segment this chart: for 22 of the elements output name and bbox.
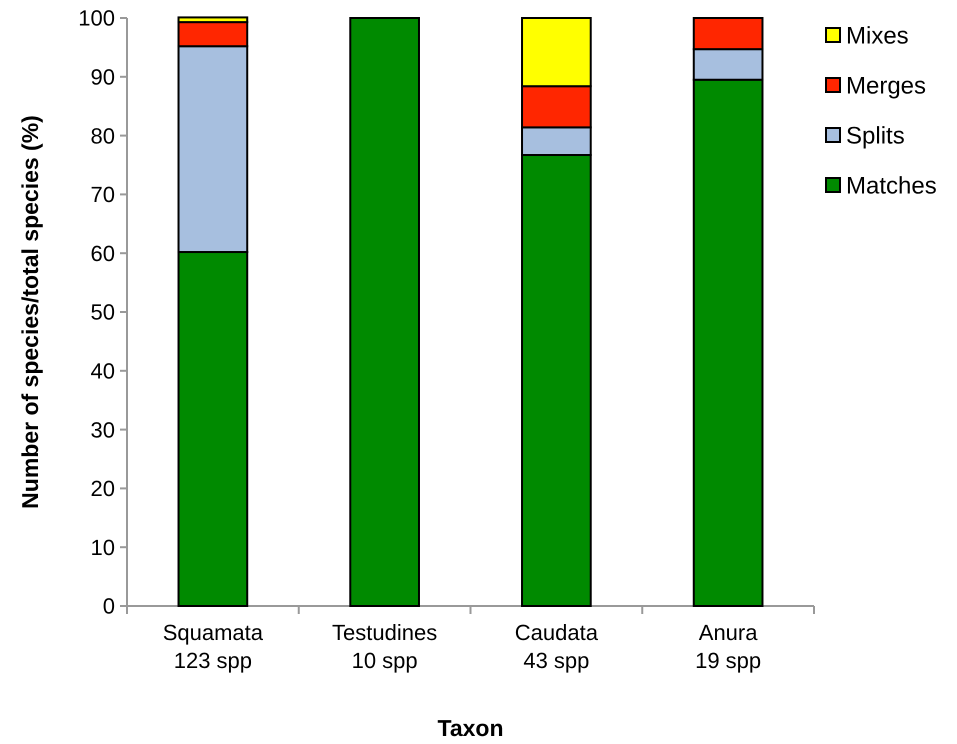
y-tick-label: 70 — [90, 182, 115, 208]
bar — [349, 17, 420, 607]
legend-label: Splits — [846, 122, 905, 150]
y-tick-label: 100 — [78, 6, 115, 31]
y-tick-label: 80 — [90, 123, 115, 148]
x-tick-label: Testudines 10 spp — [332, 620, 438, 673]
y-tick-label: 10 — [90, 534, 115, 560]
legend-label: Mixes — [846, 22, 909, 50]
legend-label: Merges — [846, 72, 926, 100]
y-tick-label: 60 — [90, 240, 115, 266]
y-tick-label: 20 — [90, 476, 115, 502]
x-tick-label: Anura 19 spp — [695, 620, 762, 673]
y-tick-label: 90 — [90, 64, 115, 90]
y-tick-label: 50 — [90, 300, 115, 325]
y-tick-label: 30 — [90, 417, 115, 442]
x-tick-label: Caudata 43 spp — [514, 620, 599, 673]
y-tick-label: 40 — [90, 358, 115, 384]
x-axis-title: Taxon — [437, 715, 504, 741]
y-axis-title: Number of species/total species (%) — [17, 115, 43, 509]
y-tick-label: 0 — [102, 594, 115, 619]
x-tick-label: Squamata 123 spp — [162, 620, 264, 673]
legend-label: Matches — [846, 172, 937, 200]
